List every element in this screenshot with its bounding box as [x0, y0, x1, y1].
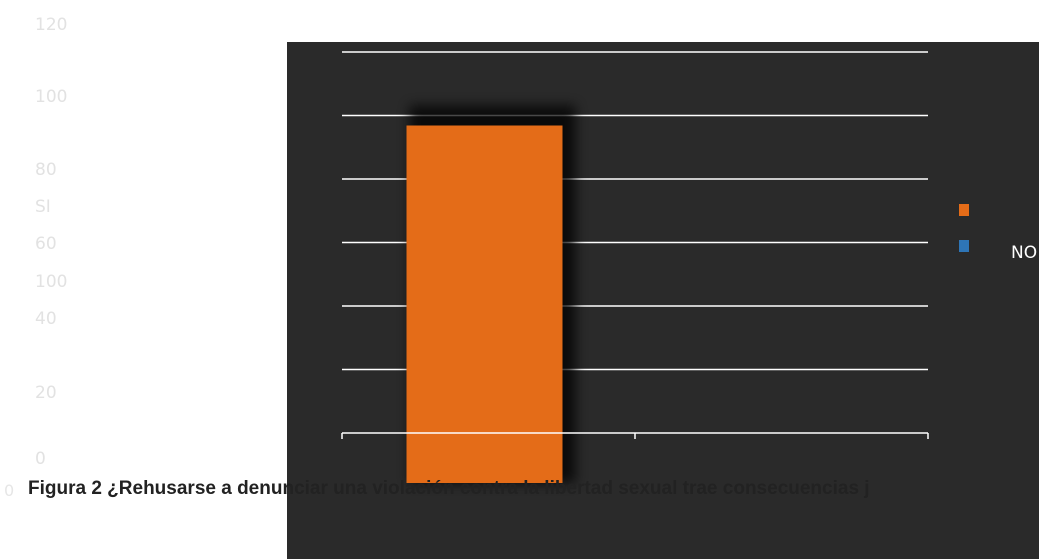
y-tick-label: 80 — [35, 160, 57, 180]
figure-caption: Figura 2 ¿Rehusarse a denunciar una viol… — [28, 478, 870, 499]
bar-value-label: 100 — [35, 272, 68, 292]
legend-label-no: NO — [1011, 243, 1038, 263]
y-tick-label: 120 — [35, 15, 68, 35]
y-tick-label: 20 — [35, 383, 57, 403]
legend-swatch-no — [959, 240, 969, 252]
stray-zero-text: 0 — [4, 481, 15, 500]
x-axis — [341, 432, 929, 439]
bars — [406, 105, 576, 483]
bar — [406, 125, 563, 483]
y-tick-label: 0 — [35, 449, 46, 469]
y-tick-label: 40 — [35, 309, 57, 329]
legend-swatch-si — [959, 204, 969, 216]
y-tick-label: 60 — [35, 234, 57, 254]
y-tick-label: 100 — [35, 87, 68, 107]
category-label: SI — [35, 197, 51, 217]
